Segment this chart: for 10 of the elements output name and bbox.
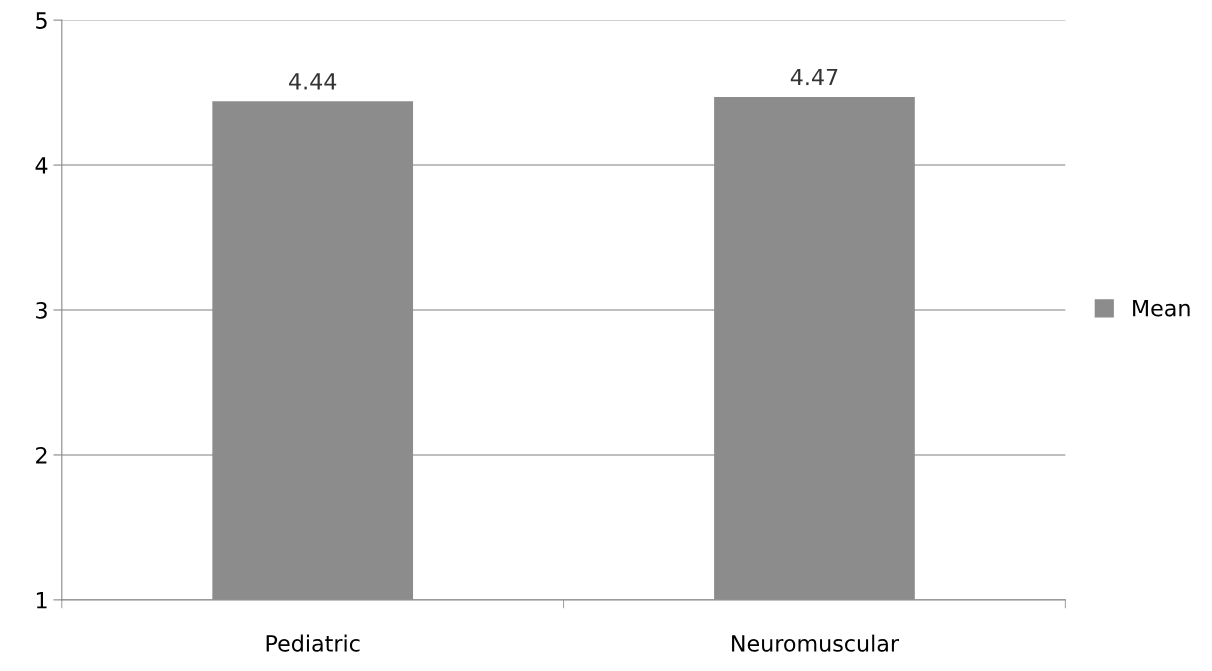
data-label: 4.44 bbox=[289, 73, 337, 90]
y-tick-label: 2 bbox=[36, 446, 47, 464]
y-tick-label: 4 bbox=[35, 157, 48, 174]
y-tick-label: 5 bbox=[36, 12, 47, 29]
y-tick-label: 3 bbox=[36, 301, 47, 319]
data-label: 4.47 bbox=[790, 68, 838, 86]
x-tick-label: Neuromuscular bbox=[732, 634, 900, 652]
x-tick-label: Pediatric bbox=[266, 634, 360, 652]
legend-label: Mean bbox=[1133, 299, 1190, 317]
y-tick-label: 1 bbox=[36, 592, 47, 609]
